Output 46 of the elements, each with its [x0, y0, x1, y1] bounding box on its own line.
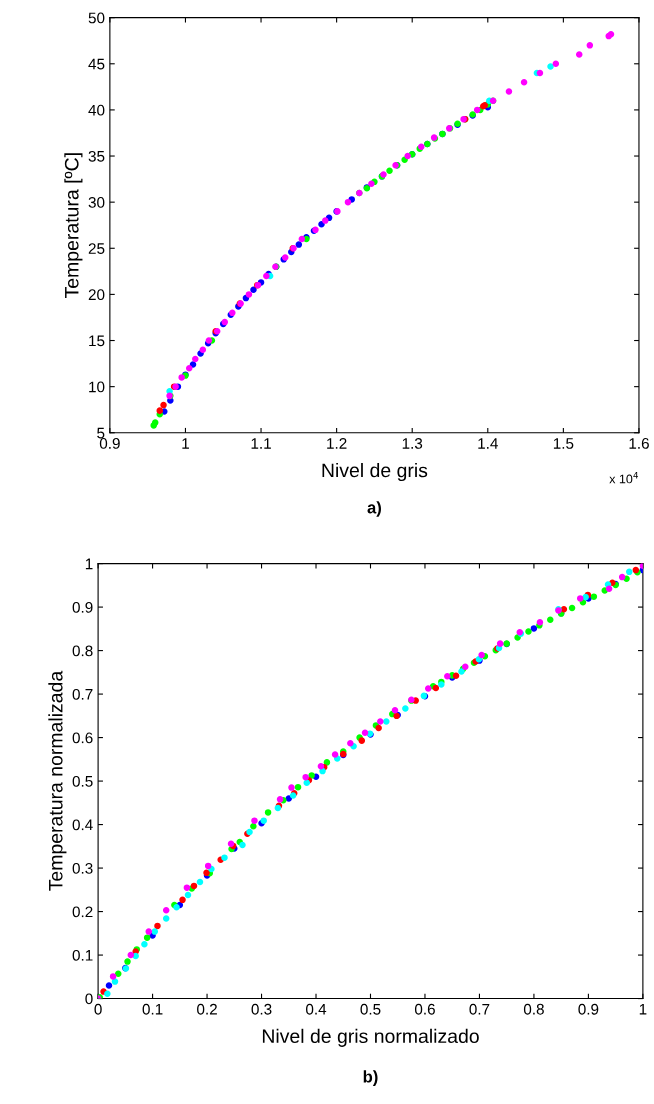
- y-tick-label: 0.6: [72, 732, 93, 744]
- x-tick-label: 0.7: [469, 1003, 490, 1015]
- y-tick-label: 1: [85, 558, 93, 570]
- y-tick-label: 0.4: [72, 819, 93, 831]
- y-tick-label: 20: [88, 289, 105, 301]
- y-tick-label: 10: [89, 381, 105, 393]
- x-tick-label: 0.1: [142, 1003, 163, 1015]
- y-tick-label: 5: [97, 427, 105, 439]
- x-tick-label: 0.5: [360, 1003, 381, 1015]
- y-tick-label: 30: [88, 197, 105, 208]
- x-tick-label: 1.3: [402, 438, 423, 449]
- y-tick-label: 0.9: [72, 601, 93, 613]
- x-tick-label: 1.2: [327, 438, 347, 449]
- y-tick-label: 0: [85, 993, 93, 1005]
- y-tick-label: 0.1: [72, 949, 93, 961]
- x-tick-label: 1: [639, 1003, 647, 1015]
- y-tick-label: 0.2: [72, 906, 93, 918]
- text: b): [363, 1070, 378, 1086]
- x-tick-label: 0.2: [197, 1003, 217, 1015]
- x-tick-label: 1.1: [251, 438, 271, 449]
- x-tick-label: 0.9: [99, 438, 120, 449]
- x-axis-title: Nivel de gris normalizado: [262, 1028, 479, 1047]
- y-tick-label: 0.3: [72, 862, 93, 874]
- x-tick-label: 0.9: [578, 1003, 599, 1015]
- y-tick-label: 0.5: [72, 775, 93, 787]
- x-tick-label: 0.6: [414, 1003, 435, 1015]
- y-axis-title: Temperatura [ºC]: [64, 153, 83, 299]
- y-tick-label: 50: [88, 12, 105, 24]
- y-axis-title: Temperatura normalizada: [48, 670, 67, 891]
- y-tick-label: 45: [88, 58, 105, 70]
- y-tick-label: 25: [88, 243, 105, 254]
- x-tick-label: 1: [182, 438, 189, 449]
- x-tick-label: 1.4: [478, 438, 498, 449]
- x-axis-title: Nivel de gris: [322, 462, 428, 482]
- y-tick-label: 0.7: [72, 688, 93, 700]
- y-tick-label: 15: [89, 335, 105, 347]
- text: x 10$^{4}$: [609, 472, 639, 484]
- x-tick-label: 1.5: [553, 438, 574, 449]
- y-tick-label: 35: [88, 150, 105, 162]
- x-tick-label: 1.6: [629, 438, 649, 449]
- y-tick-label: 0.8: [72, 645, 93, 657]
- x-tick-label: 0.8: [523, 1003, 544, 1015]
- x-tick-label: 0.4: [305, 1003, 327, 1015]
- x-tick-label: 0.3: [251, 1003, 272, 1015]
- text: a): [367, 501, 381, 517]
- y-tick-label: 40: [88, 104, 105, 116]
